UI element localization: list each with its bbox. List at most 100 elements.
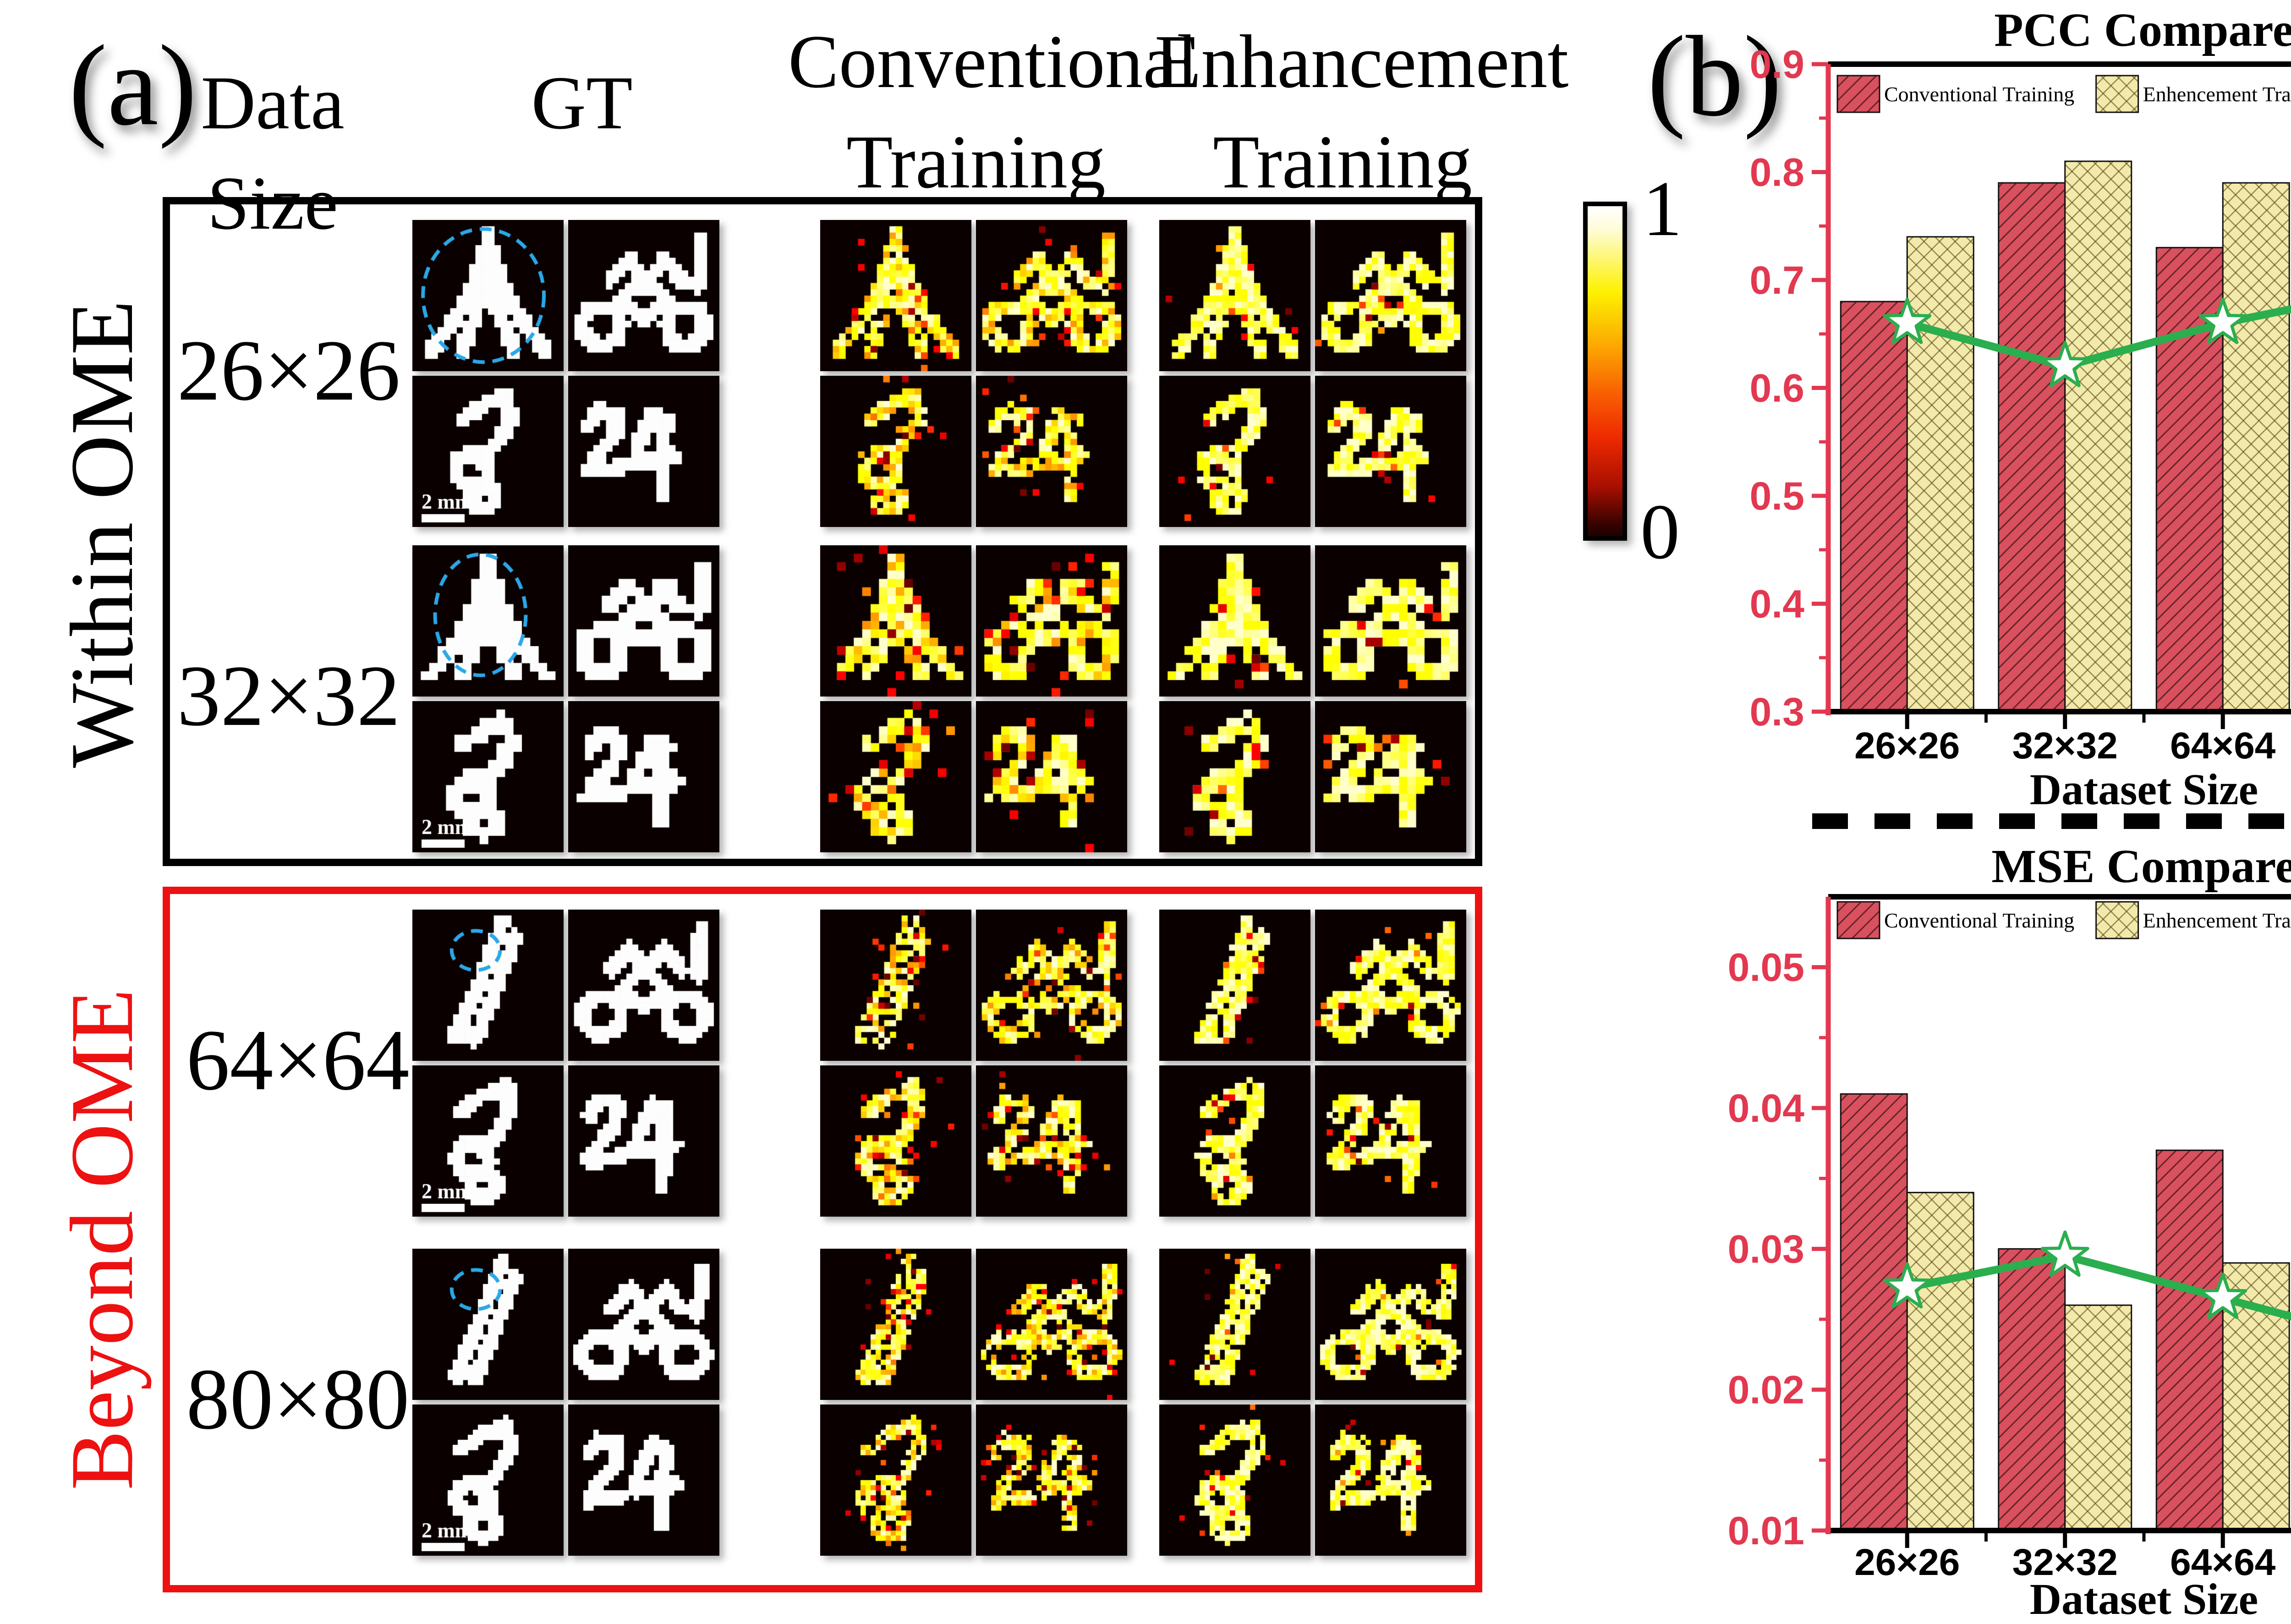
subimage-26×26-gt-char24	[568, 376, 719, 527]
panel-a-label: (a)	[69, 21, 197, 149]
subimage-80×80-enhancement-bicycle	[1315, 1249, 1466, 1400]
row-label-80x80: 80×80	[186, 1351, 410, 1448]
left-tick-label: 0.8	[1749, 151, 1804, 195]
subimage-26×26-enhancement-char24	[1315, 376, 1466, 527]
subimage-64×64-enhancement-bicycle	[1315, 910, 1466, 1061]
left-tick-label: 0.6	[1749, 367, 1804, 411]
x-category-label: 26×26	[1854, 725, 1960, 767]
increment-marker-32×32	[2040, 1230, 2089, 1277]
bar-conventional-64×64	[2155, 1149, 2224, 1531]
subimage-32×32-conventional-tower	[820, 545, 971, 697]
panel-b-label: (b)	[1647, 12, 1782, 140]
left-tick-label: 0.03	[1728, 1227, 1804, 1271]
subimage-80×80-enhancement-char8	[1159, 1405, 1310, 1556]
subimage-32×32-gt-char24	[568, 701, 719, 852]
x-category-label: 32×32	[2012, 725, 2118, 767]
subimage-80×80-conventional-bicycle	[976, 1249, 1127, 1400]
left-tick-label: 0.02	[1728, 1368, 1804, 1412]
subimage-64×64-gt-tower_slanted	[412, 910, 564, 1061]
column-header-conventional-training: Conventional Training	[788, 11, 1198, 212]
subimage-64×64-enhancement-char24	[1315, 1065, 1466, 1217]
bar-enhancement-26×26	[1906, 236, 1974, 713]
increment-marker-26×26	[1883, 297, 1932, 344]
conventional-header-line1: Conventional	[788, 19, 1198, 104]
bar-enhancement-32×32	[2064, 1304, 2132, 1531]
increment-line	[1903, 305, 2291, 370]
legend-swatch-conventional	[1836, 901, 1880, 939]
enhancement-header-line2: Training	[1213, 120, 1472, 204]
x-category-label: 26×26	[1854, 1542, 1960, 1583]
beyond-ome-box	[163, 887, 1482, 1592]
subimage-26×26-gt-tower	[412, 220, 564, 371]
increment-line	[1903, 1252, 2291, 1321]
subimage-26×26-gt-bicycle	[568, 220, 719, 371]
x-axis-title: Dataset Size	[2030, 1575, 2258, 1624]
chart-title: PCC Compare	[1994, 4, 2291, 56]
legend-label-enhancement: Enhencement Training	[2143, 82, 2291, 106]
row-label-26x26: 26×26	[177, 323, 400, 419]
colorbar	[1583, 202, 1627, 541]
subimage-32×32-conventional-char24	[976, 701, 1127, 852]
chart-title: MSE Compare	[1991, 840, 2291, 893]
subimage-32×32-gt-bicycle	[568, 545, 719, 697]
subimage-32×32-enhancement-char24	[1315, 701, 1466, 852]
subimage-26×26-gt-char8	[412, 376, 564, 527]
bar-conventional-26×26	[1840, 301, 1908, 713]
x-category-label: 64×64	[2170, 725, 2276, 767]
left-tick-label: 0.4	[1749, 582, 1804, 626]
column-header-gt: GT	[531, 60, 633, 145]
subimage-64×64-conventional-char24	[976, 1065, 1127, 1217]
legend-label-conventional: Conventional Training	[1884, 909, 2074, 932]
colorbar-min-label: 0	[1640, 488, 1680, 576]
bar-enhancement-64×64	[2222, 182, 2290, 713]
left-tick-label: 0.3	[1749, 690, 1804, 734]
left-tick-label: 0.9	[1749, 43, 1804, 87]
row-label-64x64: 64×64	[186, 1012, 410, 1108]
subimage-26×26-enhancement-tower	[1159, 220, 1310, 371]
subimage-32×32-conventional-bicycle	[976, 545, 1127, 697]
subimage-64×64-conventional-tower_slanted	[820, 910, 971, 1061]
subimage-26×26-enhancement-char8	[1159, 376, 1310, 527]
subimage-64×64-conventional-char8	[820, 1065, 971, 1217]
bar-conventional-26×26	[1840, 1093, 1908, 1531]
enhancement-header-line1: Enhancement	[1155, 19, 1569, 104]
subimage-26×26-conventional-tower	[820, 220, 971, 371]
subimage-32×32-enhancement-char8	[1159, 701, 1310, 852]
column-header-enhancement-training: Enhancement Training	[1155, 11, 1569, 212]
legend-swatch-conventional	[1836, 75, 1880, 113]
subimage-80×80-gt-char24	[568, 1405, 719, 1556]
subimage-64×64-gt-char24	[568, 1065, 719, 1217]
subimage-80×80-conventional-char8	[820, 1405, 971, 1556]
bar-enhancement-32×32	[2064, 160, 2132, 713]
subimage-80×80-gt-char8	[412, 1405, 564, 1556]
bar-enhancement-26×26	[1906, 1191, 1974, 1531]
subimage-64×64-enhancement-char8	[1159, 1065, 1310, 1217]
bar-conventional-32×32	[1998, 1248, 2066, 1531]
left-tick-label: 0.01	[1728, 1509, 1804, 1553]
subimage-32×32-gt-tower	[412, 545, 564, 697]
subimage-32×32-enhancement-bicycle	[1315, 545, 1466, 697]
subimage-64×64-enhancement-tower_slanted	[1159, 910, 1310, 1061]
increment-marker-64×64	[2198, 297, 2247, 344]
subimage-80×80-gt-tower_slanted	[412, 1249, 564, 1400]
subimage-26×26-conventional-char8	[820, 376, 971, 527]
subimage-32×32-gt-char8	[412, 701, 564, 852]
legend-swatch-enhancement	[2095, 901, 2139, 939]
subimage-26×26-conventional-bicycle	[976, 220, 1127, 371]
subimage-80×80-enhancement-tower_slanted	[1159, 1249, 1310, 1400]
subimage-80×80-enhancement-char24	[1315, 1405, 1466, 1556]
subimage-80×80-conventional-tower_slanted	[820, 1249, 971, 1400]
row-label-32x32: 32×32	[177, 648, 400, 744]
subimage-32×32-enhancement-tower	[1159, 545, 1310, 697]
legend-label-enhancement: Enhencement Training	[2143, 909, 2291, 932]
subimage-26×26-conventional-char24	[976, 376, 1127, 527]
within-ome-box	[163, 197, 1482, 866]
dashed-divider	[1812, 813, 2291, 829]
subimage-64×64-conventional-bicycle	[976, 910, 1127, 1061]
subimage-64×64-gt-bicycle	[568, 910, 719, 1061]
increment-marker-26×26	[1883, 1262, 1932, 1309]
subimage-80×80-gt-bicycle	[568, 1249, 719, 1400]
increment-marker-32×32	[2040, 340, 2089, 387]
left-tick-label: 0.04	[1728, 1086, 1805, 1130]
